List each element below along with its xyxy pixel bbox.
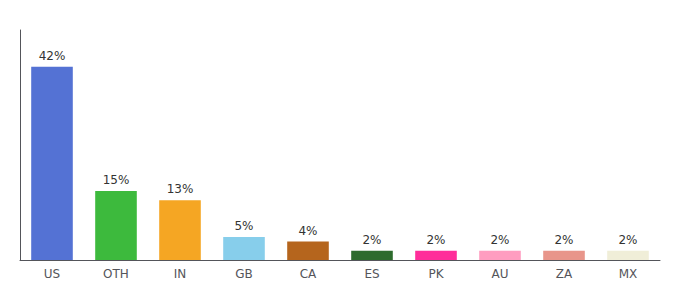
svg-text:2%: 2% <box>362 233 381 247</box>
svg-text:IN: IN <box>174 267 187 281</box>
svg-text:CA: CA <box>300 267 317 281</box>
svg-text:OTH: OTH <box>103 267 129 281</box>
svg-text:MX: MX <box>619 267 638 281</box>
svg-text:42%: 42% <box>39 49 66 63</box>
svg-text:13%: 13% <box>167 182 194 196</box>
svg-text:2%: 2% <box>554 233 573 247</box>
svg-text:2%: 2% <box>490 233 509 247</box>
svg-text:US: US <box>44 267 60 281</box>
svg-text:4%: 4% <box>298 224 317 238</box>
svg-text:2%: 2% <box>426 233 445 247</box>
svg-text:ES: ES <box>364 267 379 281</box>
svg-text:GB: GB <box>235 267 253 281</box>
svg-text:ZA: ZA <box>556 267 573 281</box>
svg-text:5%: 5% <box>234 219 253 233</box>
svg-text:AU: AU <box>492 267 509 281</box>
svg-text:15%: 15% <box>103 173 130 187</box>
svg-text:PK: PK <box>428 267 444 281</box>
svg-text:2%: 2% <box>618 233 637 247</box>
